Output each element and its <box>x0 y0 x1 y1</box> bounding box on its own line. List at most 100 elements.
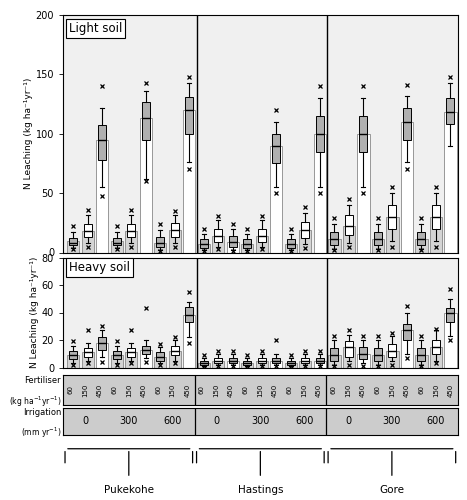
Bar <box>343 226 355 252</box>
Text: 60: 60 <box>111 386 117 394</box>
PathPatch shape <box>156 237 164 246</box>
PathPatch shape <box>243 360 251 365</box>
Bar <box>125 352 137 368</box>
PathPatch shape <box>84 224 92 237</box>
Text: 0: 0 <box>82 416 88 426</box>
PathPatch shape <box>287 240 295 248</box>
Text: 150: 150 <box>213 384 219 396</box>
PathPatch shape <box>272 134 280 164</box>
Bar <box>111 355 123 368</box>
Bar <box>299 360 311 368</box>
Text: 60: 60 <box>67 386 73 394</box>
Text: 450: 450 <box>272 384 278 396</box>
PathPatch shape <box>127 224 135 237</box>
PathPatch shape <box>229 358 237 364</box>
PathPatch shape <box>446 308 454 322</box>
PathPatch shape <box>214 358 222 364</box>
Bar <box>212 236 225 252</box>
Text: 150: 150 <box>433 384 439 396</box>
PathPatch shape <box>316 358 324 364</box>
Bar <box>82 231 94 252</box>
Bar <box>285 244 297 252</box>
Text: 60: 60 <box>243 386 249 394</box>
PathPatch shape <box>142 102 150 140</box>
PathPatch shape <box>258 229 266 242</box>
Text: 60: 60 <box>418 386 424 394</box>
Bar <box>111 240 123 252</box>
Text: 300: 300 <box>120 416 138 426</box>
PathPatch shape <box>84 348 92 356</box>
PathPatch shape <box>127 348 135 356</box>
Text: 300: 300 <box>251 416 269 426</box>
Bar <box>226 242 239 252</box>
PathPatch shape <box>185 97 193 134</box>
PathPatch shape <box>142 346 150 354</box>
Text: 0: 0 <box>213 416 219 426</box>
Bar <box>169 351 181 368</box>
Bar <box>67 355 79 368</box>
Text: 450: 450 <box>360 384 366 396</box>
Bar <box>401 122 413 252</box>
PathPatch shape <box>301 358 309 364</box>
Text: (kg ha$^{-1}$yr$^{-1}$): (kg ha$^{-1}$yr$^{-1}$) <box>8 394 61 409</box>
Bar <box>154 243 166 252</box>
PathPatch shape <box>214 229 222 242</box>
PathPatch shape <box>330 348 338 360</box>
Bar <box>255 360 268 368</box>
Bar <box>328 240 340 252</box>
PathPatch shape <box>156 352 164 360</box>
Bar <box>67 240 79 252</box>
Text: Pukekohe: Pukekohe <box>104 485 154 495</box>
Text: Light soil: Light soil <box>69 22 122 35</box>
Bar <box>314 360 326 368</box>
Text: Irrigation: Irrigation <box>23 408 61 417</box>
Y-axis label: N Leaching (kg ha⁻¹yr⁻¹): N Leaching (kg ha⁻¹yr⁻¹) <box>24 78 33 190</box>
PathPatch shape <box>446 98 454 124</box>
Bar <box>401 330 413 368</box>
Bar <box>343 347 355 368</box>
PathPatch shape <box>229 236 237 246</box>
Bar <box>169 230 181 252</box>
Bar <box>430 347 442 368</box>
Bar <box>125 231 137 252</box>
Bar <box>386 217 398 252</box>
Text: Gore: Gore <box>379 485 404 495</box>
Text: 600: 600 <box>295 416 313 426</box>
Text: 60: 60 <box>199 386 205 394</box>
Bar <box>140 350 152 368</box>
Bar <box>328 355 340 368</box>
Bar <box>415 240 428 252</box>
Bar <box>270 146 283 252</box>
Bar <box>183 316 195 368</box>
PathPatch shape <box>432 340 440 354</box>
PathPatch shape <box>69 238 77 246</box>
PathPatch shape <box>98 337 106 349</box>
PathPatch shape <box>69 351 77 359</box>
Bar <box>357 354 369 368</box>
Bar <box>430 217 442 252</box>
PathPatch shape <box>345 214 353 234</box>
Text: 150: 150 <box>301 384 307 396</box>
Text: 60: 60 <box>287 386 293 394</box>
Bar <box>357 134 369 252</box>
Bar <box>444 112 457 252</box>
Text: 150: 150 <box>345 384 351 396</box>
Text: 450: 450 <box>141 384 147 396</box>
Text: 0: 0 <box>345 416 351 426</box>
PathPatch shape <box>113 351 120 359</box>
Text: (mm yr$^{-1}$): (mm yr$^{-1}$) <box>21 426 61 440</box>
PathPatch shape <box>432 205 440 229</box>
PathPatch shape <box>403 108 411 140</box>
Text: 450: 450 <box>447 384 453 396</box>
Text: 450: 450 <box>97 384 103 396</box>
Text: 150: 150 <box>170 384 176 396</box>
Bar <box>82 352 94 368</box>
PathPatch shape <box>287 360 295 365</box>
PathPatch shape <box>200 240 208 248</box>
Bar <box>154 356 166 368</box>
Bar <box>386 351 398 368</box>
Text: 150: 150 <box>126 384 132 396</box>
Text: 60: 60 <box>374 386 380 394</box>
Bar <box>372 240 384 252</box>
PathPatch shape <box>360 347 368 359</box>
